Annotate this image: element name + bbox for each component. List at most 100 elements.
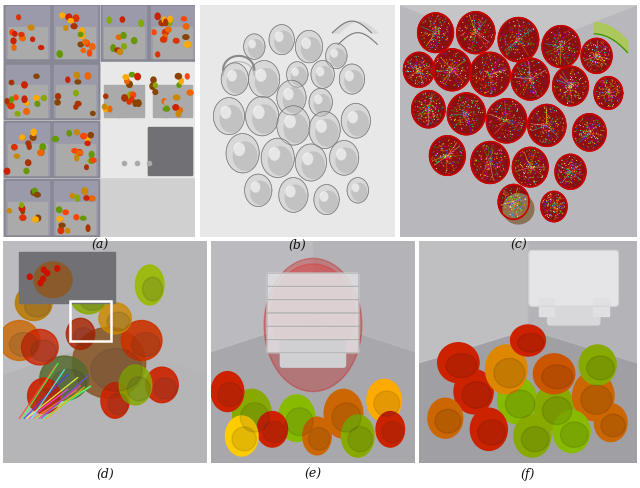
Ellipse shape	[79, 289, 105, 310]
Point	[429, 32, 440, 40]
Point	[540, 108, 550, 116]
Point	[511, 85, 521, 93]
Point	[435, 152, 445, 160]
Point	[451, 52, 461, 60]
Point	[475, 44, 485, 52]
Point	[600, 81, 611, 88]
Point	[564, 46, 574, 54]
Point	[408, 68, 418, 76]
Point	[579, 173, 589, 181]
Point	[563, 167, 573, 175]
Point	[554, 205, 564, 213]
Point	[431, 150, 442, 158]
Point	[434, 33, 444, 41]
Point	[482, 54, 492, 62]
Point	[471, 157, 481, 165]
Point	[505, 203, 515, 211]
Point	[456, 67, 467, 75]
Point	[584, 45, 595, 53]
Point	[458, 79, 468, 87]
Point	[531, 110, 541, 118]
Ellipse shape	[168, 148, 173, 152]
Point	[565, 165, 575, 173]
Point	[510, 166, 520, 174]
Ellipse shape	[131, 98, 134, 102]
Point	[445, 113, 456, 121]
Point	[508, 199, 518, 207]
Point	[460, 100, 470, 108]
Point	[551, 208, 561, 216]
Point	[444, 145, 454, 153]
Point	[528, 25, 538, 33]
Point	[524, 20, 534, 27]
Point	[522, 194, 532, 202]
Point	[528, 69, 538, 77]
Circle shape	[251, 182, 260, 193]
Point	[532, 163, 543, 170]
Point	[417, 66, 427, 74]
Point	[480, 172, 490, 180]
Ellipse shape	[184, 25, 189, 29]
Point	[575, 122, 585, 130]
Point	[482, 69, 492, 77]
Ellipse shape	[271, 264, 355, 364]
Point	[431, 25, 441, 33]
Point	[491, 144, 501, 152]
Point	[611, 81, 621, 89]
Point	[526, 39, 536, 47]
Point	[509, 70, 520, 78]
Point	[563, 27, 573, 35]
Point	[595, 53, 605, 61]
Point	[429, 143, 440, 151]
Point	[552, 214, 562, 222]
Point	[476, 68, 486, 76]
Point	[580, 49, 590, 57]
Point	[427, 66, 437, 74]
Ellipse shape	[151, 148, 154, 151]
Ellipse shape	[15, 112, 20, 116]
Point	[476, 22, 486, 30]
Ellipse shape	[76, 102, 81, 106]
Point	[456, 113, 466, 121]
Point	[515, 22, 525, 30]
Point	[561, 39, 571, 47]
Point	[600, 98, 611, 105]
Circle shape	[316, 66, 333, 87]
Point	[444, 54, 454, 62]
Point	[466, 103, 476, 111]
Point	[501, 188, 511, 196]
Point	[445, 142, 456, 150]
Point	[520, 201, 530, 209]
Bar	[149, 4, 196, 61]
Ellipse shape	[553, 410, 590, 453]
Point	[488, 84, 498, 92]
Point	[545, 124, 555, 132]
Point	[469, 110, 479, 118]
Point	[521, 62, 531, 70]
Point	[462, 64, 472, 72]
Point	[473, 163, 483, 171]
Point	[494, 115, 504, 122]
Point	[483, 174, 493, 182]
Point	[567, 81, 577, 88]
Point	[554, 193, 564, 201]
Point	[513, 197, 523, 204]
Point	[466, 25, 476, 33]
Point	[490, 63, 500, 71]
FancyBboxPatch shape	[102, 6, 146, 58]
Ellipse shape	[121, 33, 126, 38]
Point	[581, 133, 591, 141]
Point	[438, 149, 448, 157]
Point	[552, 191, 562, 199]
Point	[456, 148, 466, 156]
Point	[508, 101, 518, 108]
Point	[450, 70, 460, 78]
Point	[403, 67, 413, 75]
Point	[436, 154, 446, 162]
Point	[469, 34, 479, 42]
Point	[539, 121, 549, 128]
Point	[493, 163, 504, 170]
Point	[479, 61, 490, 69]
Point	[504, 208, 515, 216]
Point	[557, 44, 567, 52]
